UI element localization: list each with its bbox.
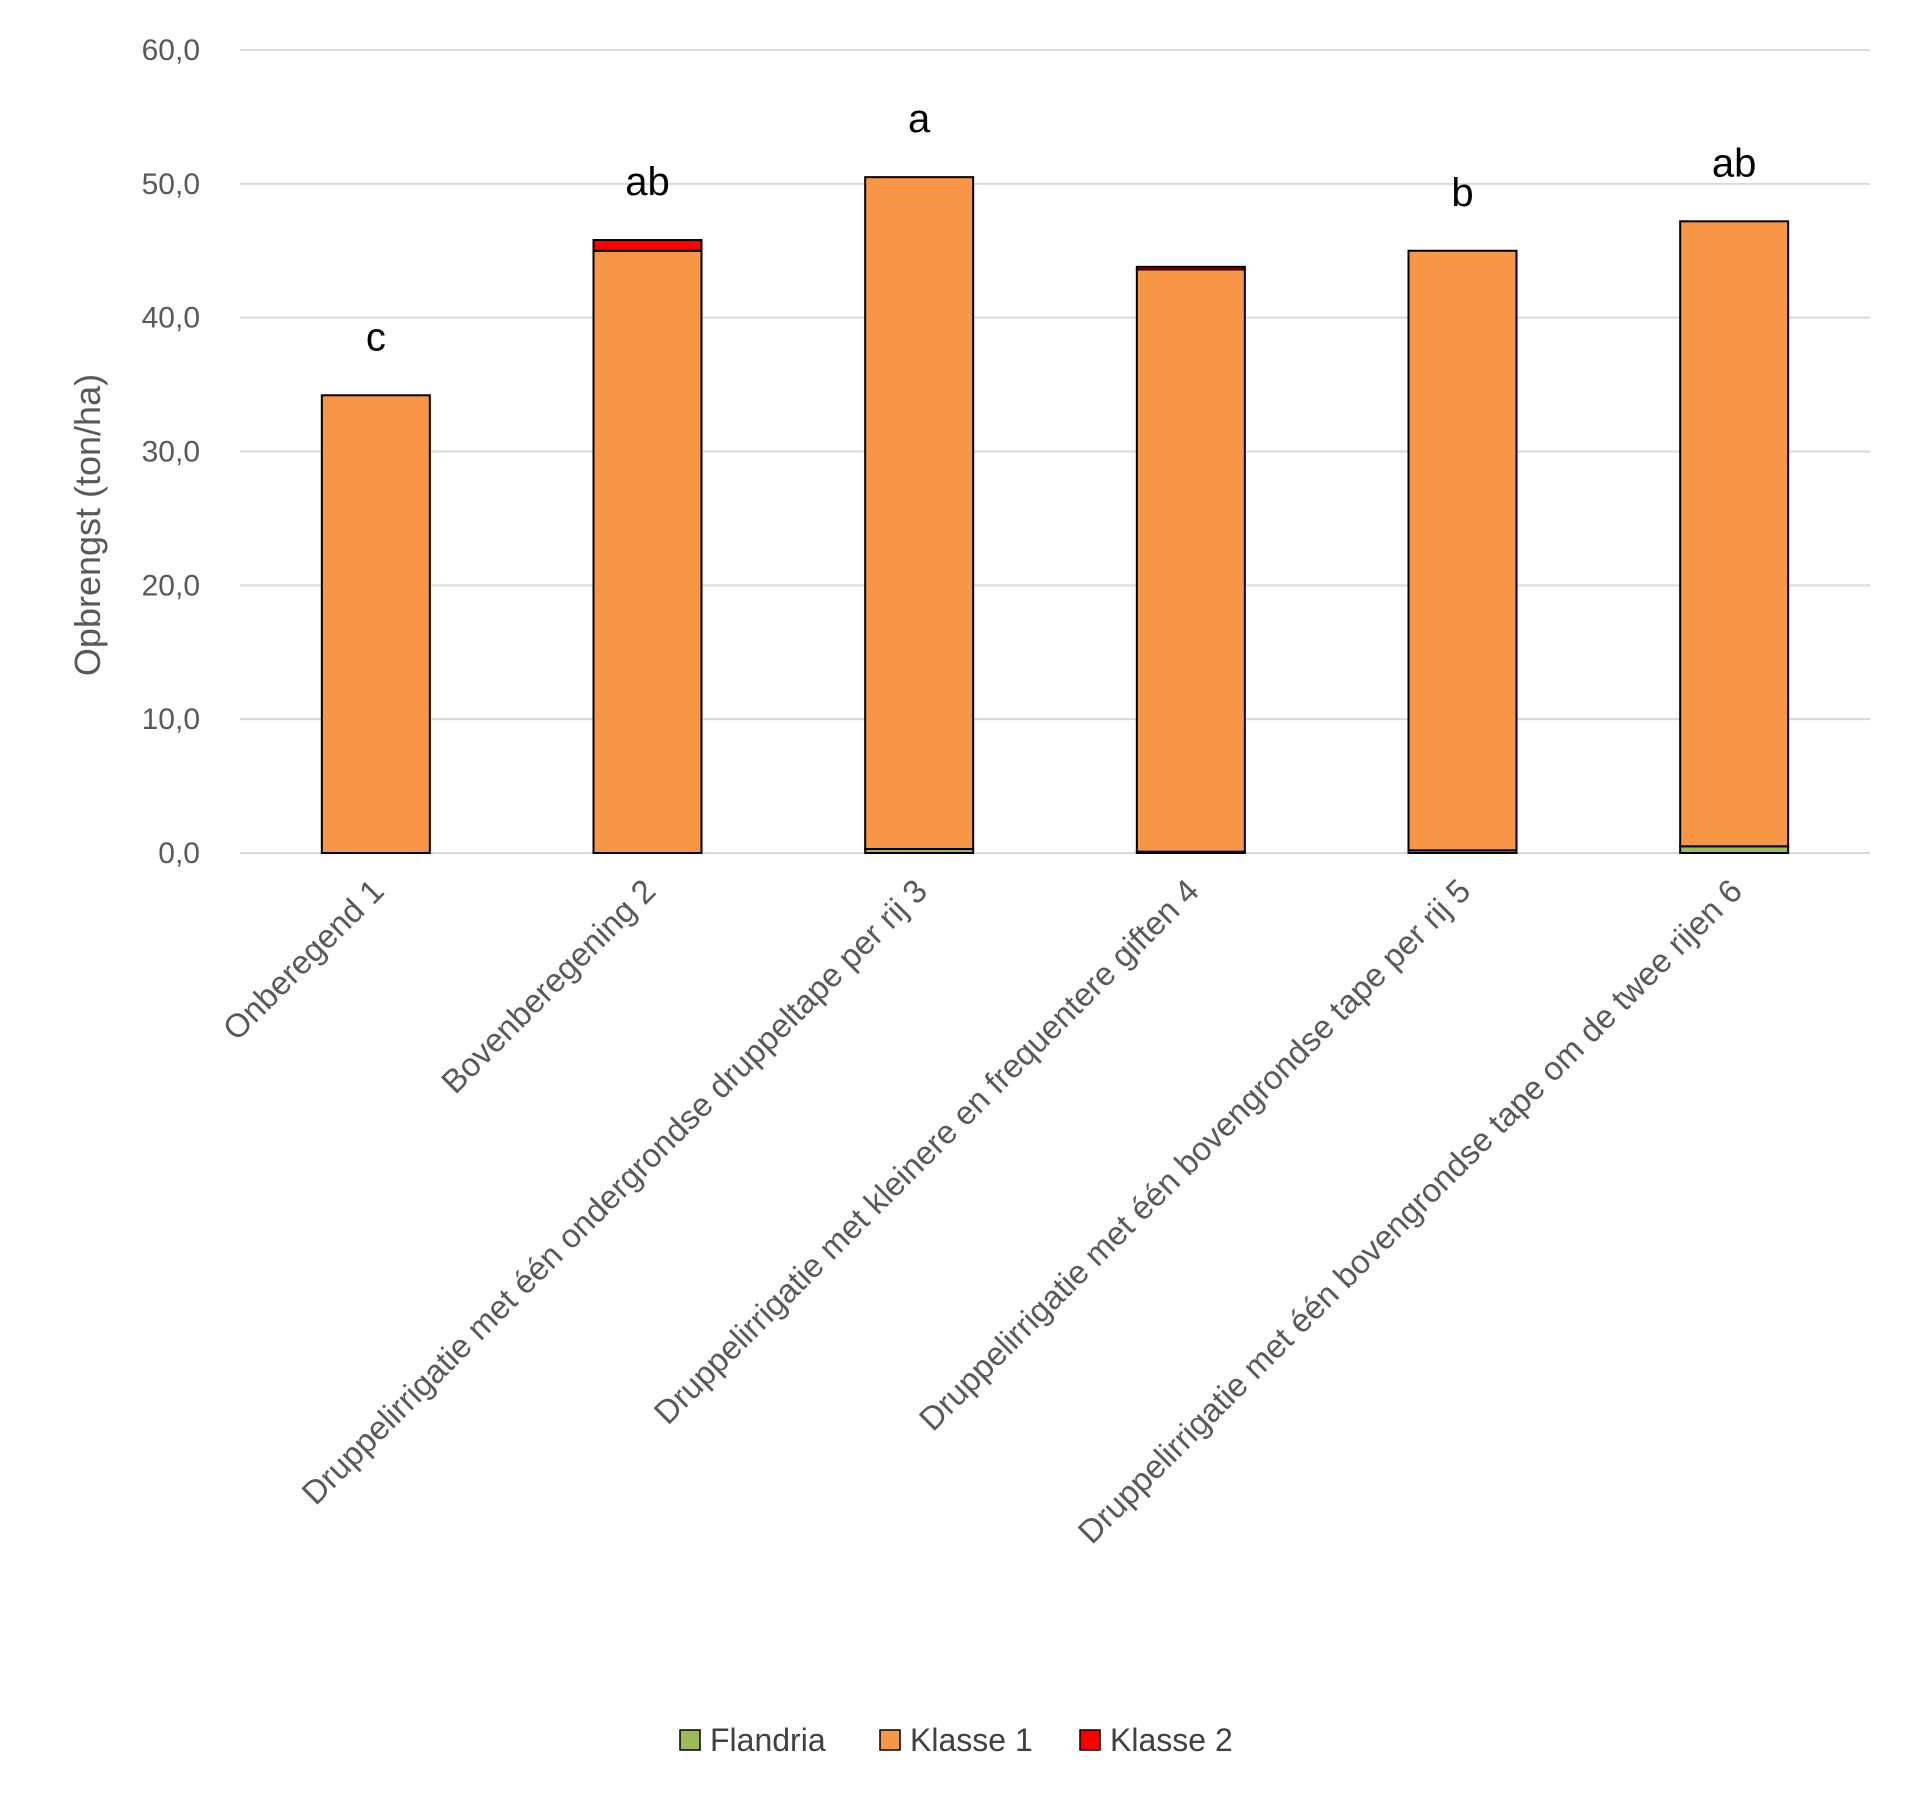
legend-label: Klasse 2 <box>1110 1722 1233 1758</box>
bar-segment-flandria <box>1679 845 1790 855</box>
y-tick-label: 0,0 <box>158 837 200 870</box>
legend-label: Klasse 1 <box>910 1722 1033 1758</box>
bar-segment-klasse-1 <box>864 176 975 850</box>
legend: Flandria Klasse 1 Klasse 2 <box>679 1722 1233 1758</box>
category-label: Druppelirrigatie met kleinere en frequen… <box>647 872 1206 1431</box>
bar-segment-klasse-2 <box>592 239 703 252</box>
significance-label: ab <box>625 160 670 204</box>
legend-swatch <box>679 1729 701 1751</box>
significance-label: b <box>1451 171 1473 215</box>
category-label: Onberegend 1 <box>215 872 390 1047</box>
category-label: Bovenberegening 2 <box>434 872 663 1101</box>
bar-segment-klasse-1 <box>320 394 431 854</box>
y-tick-label: 50,0 <box>142 168 200 201</box>
significance-label: c <box>366 315 386 359</box>
bar-segment-klasse-1 <box>592 249 703 854</box>
y-tick-label: 10,0 <box>142 703 200 736</box>
y-tick-labels: 0,0 10,0 20,0 30,0 40,0 50,0 60,0 <box>142 34 200 870</box>
legend-swatch <box>1079 1729 1101 1751</box>
significance-label: ab <box>1712 141 1757 185</box>
bar-segment-klasse-2 <box>1135 265 1246 271</box>
legend-label: Flandria <box>710 1722 826 1758</box>
category-labels: Onberegend 1 Bovenberegening 2Druppelirri… <box>215 872 1749 1551</box>
gridlines <box>240 49 1870 854</box>
bars <box>320 176 1790 855</box>
y-tick-label: 40,0 <box>142 302 200 335</box>
y-tick-label: 20,0 <box>142 569 200 602</box>
y-axis-title: Opbrengst (ton/ha) <box>67 374 108 676</box>
legend-swatch <box>879 1729 901 1751</box>
bar-segment-klasse-1 <box>1135 268 1246 853</box>
y-tick-label: 30,0 <box>142 436 200 469</box>
category-label: Druppelirrigatie met één ondergrondse dr… <box>294 872 934 1512</box>
bar-segment-klasse-1 <box>1407 249 1518 852</box>
category-label: Druppelirrigatie met één bovengrondse ta… <box>1070 872 1749 1551</box>
category-label: Druppelirrigatie met één bovengrondse ta… <box>912 872 1478 1438</box>
y-tick-label: 60,0 <box>142 34 200 67</box>
bar-segment-klasse-1 <box>1679 220 1790 848</box>
significance-label: a <box>908 97 931 141</box>
